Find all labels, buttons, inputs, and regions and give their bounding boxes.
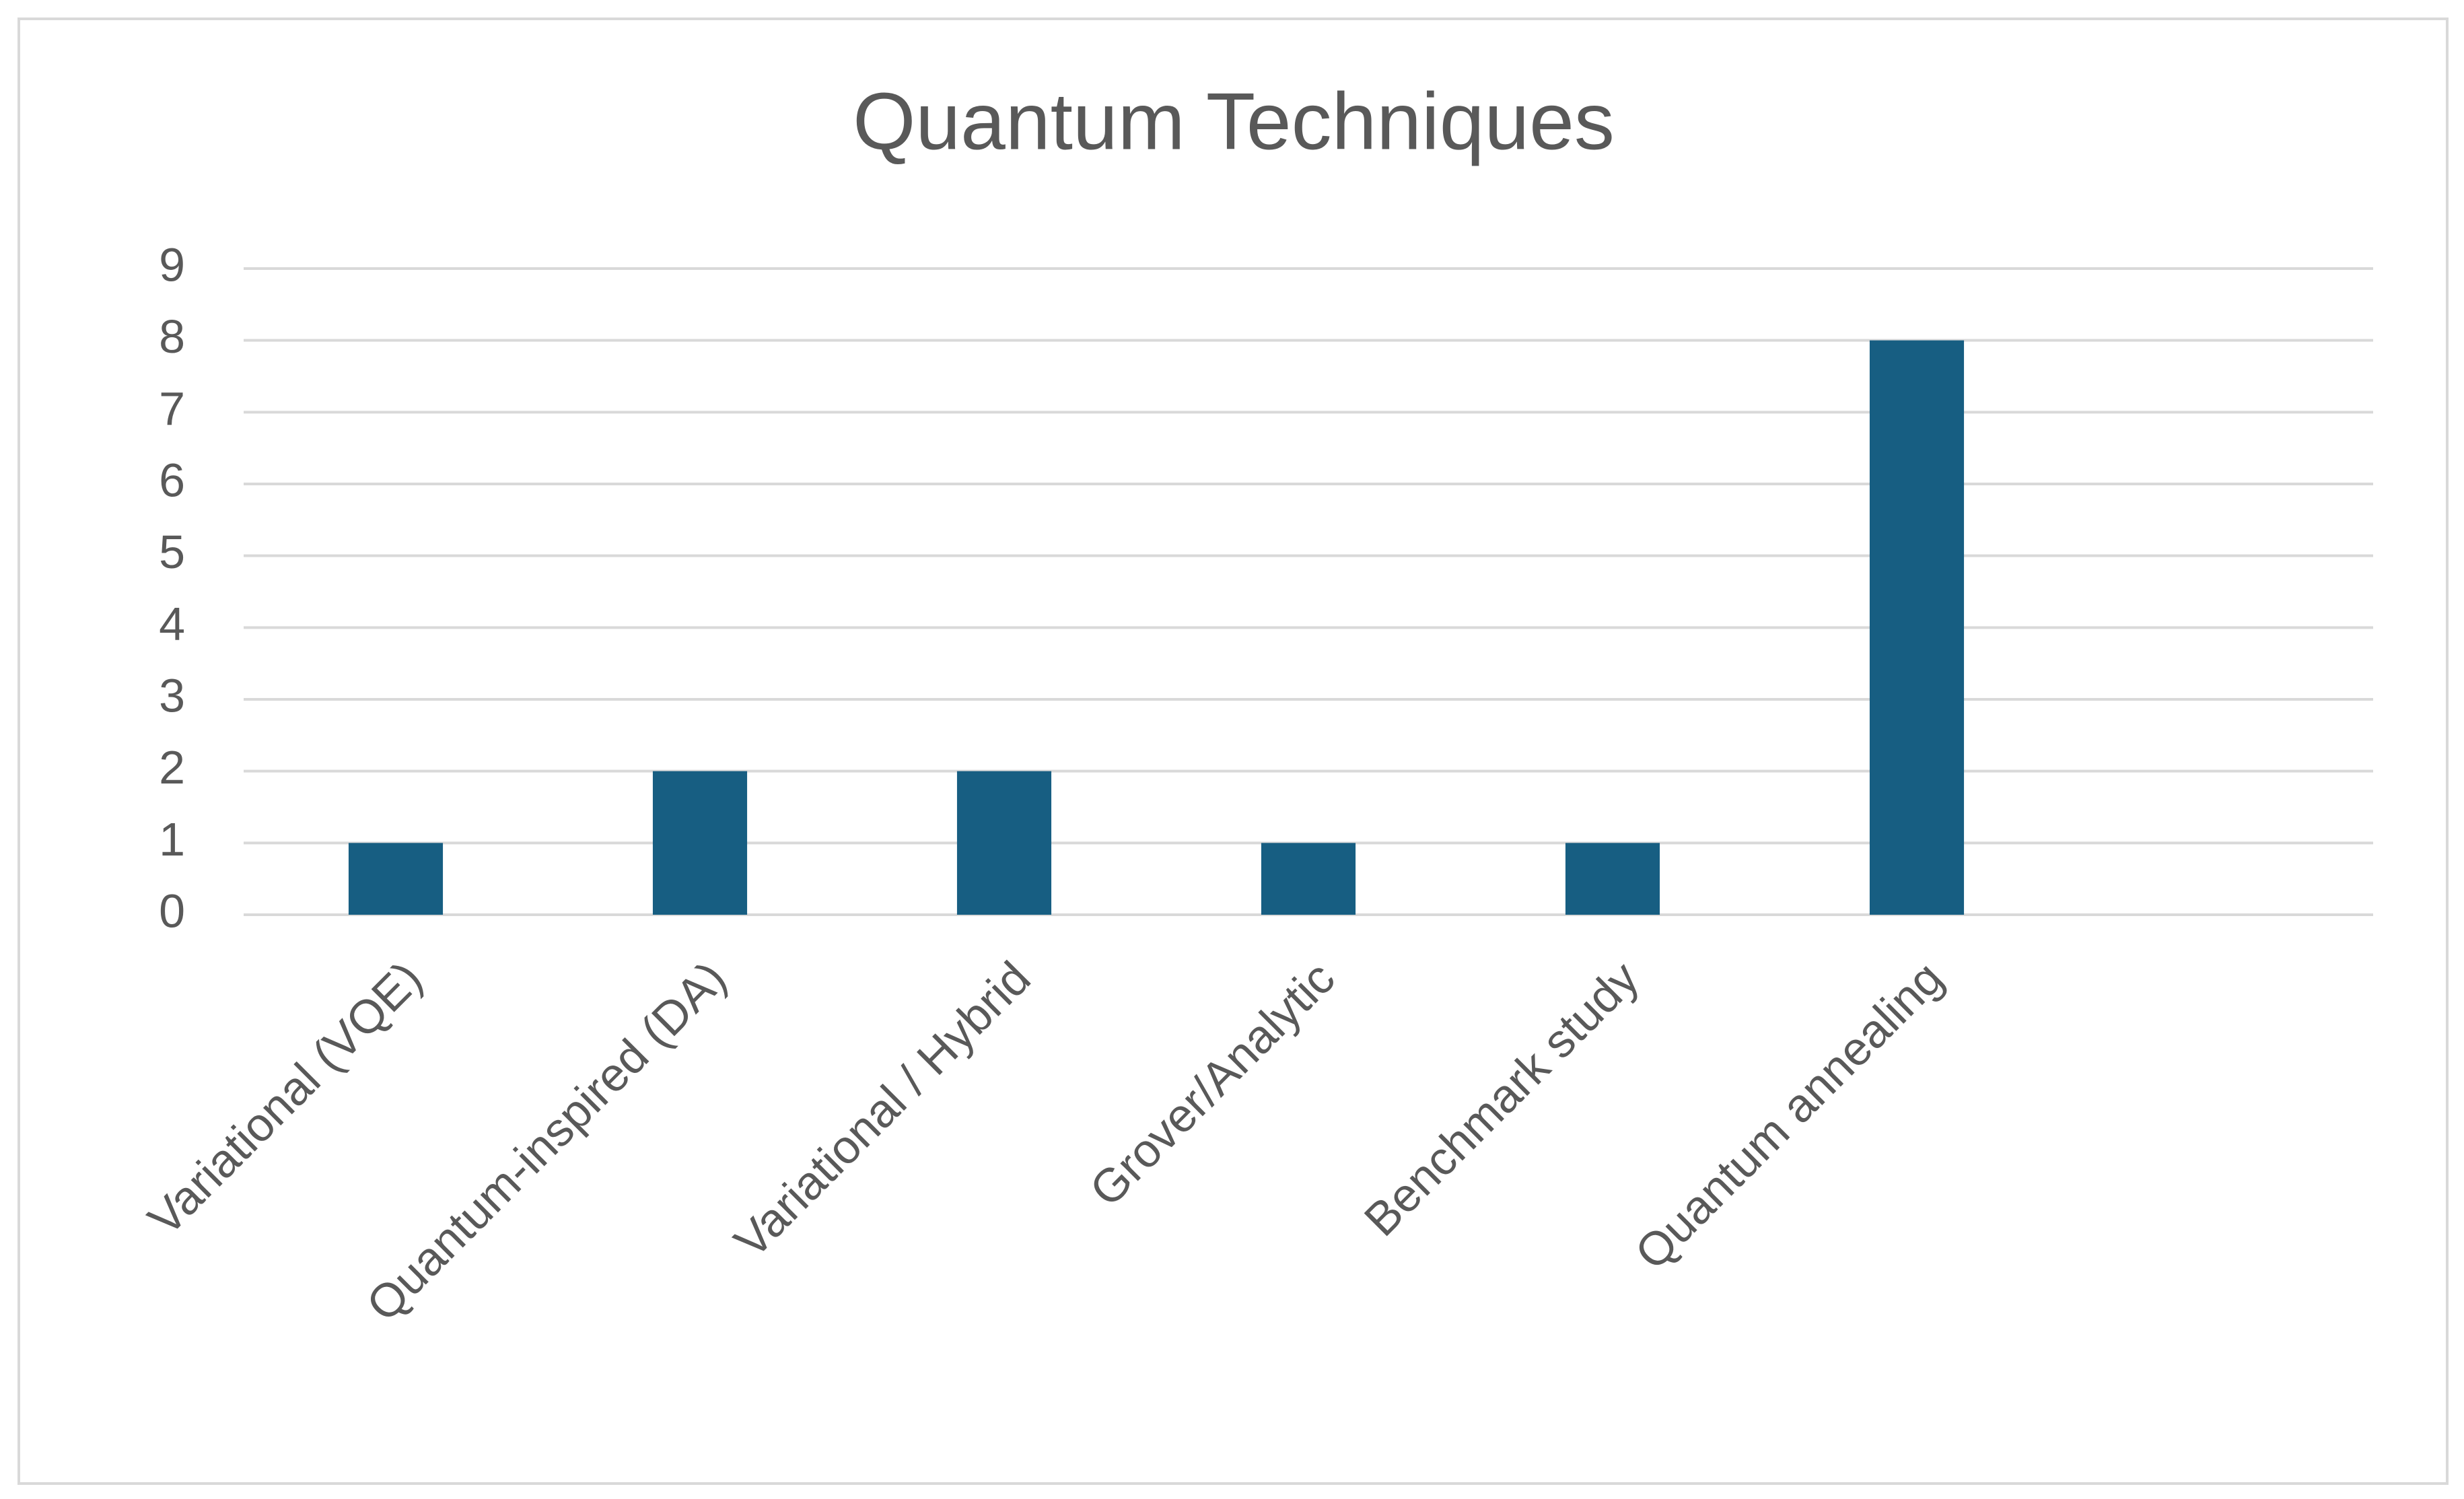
chart-title: Quantum Techniques: [853, 77, 1615, 167]
y-tick-label: 4: [159, 598, 185, 650]
y-tick-label: 8: [159, 310, 185, 363]
chart-border: [17, 18, 2449, 1485]
y-tick-label: 5: [159, 526, 185, 578]
y-tick-label: 0: [159, 884, 185, 937]
bar: [652, 771, 748, 915]
y-tick-label: 2: [159, 741, 185, 794]
y-tick-label: 6: [159, 454, 185, 506]
bar: [348, 843, 444, 915]
bar: [1261, 843, 1356, 915]
y-tick-label: 9: [159, 238, 185, 291]
bar: [1869, 340, 1965, 915]
bar: [1565, 843, 1660, 915]
y-tick-label: 7: [159, 382, 185, 435]
y-tick-label: 1: [159, 813, 185, 866]
bar: [956, 771, 1052, 915]
y-tick-label: 3: [159, 669, 185, 722]
